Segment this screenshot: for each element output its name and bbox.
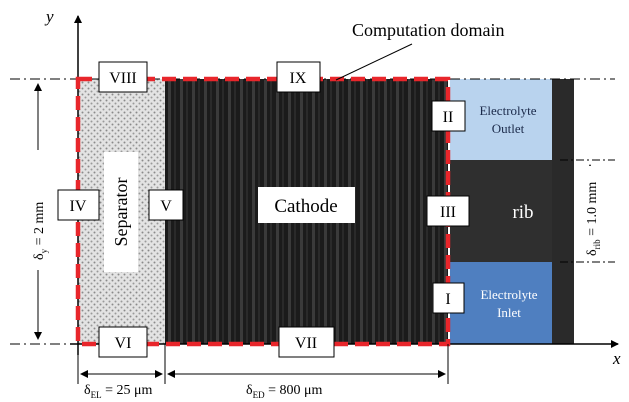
rib-dimension-value: = 1.0 mm xyxy=(585,182,600,240)
rib-label: rib xyxy=(512,202,533,223)
computation-domain-title: Computation domain xyxy=(352,20,505,40)
electrolyte-outlet-region xyxy=(450,79,552,160)
inlet-label-line2: Inlet xyxy=(497,305,521,320)
cathode-label: Cathode xyxy=(274,196,337,217)
svg-text:IV: IV xyxy=(70,198,87,215)
el-dimension-value: = 25 μm xyxy=(102,383,153,398)
boundary-label-V: V xyxy=(148,189,184,221)
svg-text:V: V xyxy=(160,198,172,215)
electrolyte-inlet-region xyxy=(450,262,552,344)
rib-dimension-label: δrib = 1.0 mm xyxy=(585,182,602,256)
rib-dimension-symbol: δ xyxy=(585,249,600,256)
height-dimension-value: = 2 mm xyxy=(32,202,47,249)
svg-text:VII: VII xyxy=(295,335,317,352)
svg-text:VIII: VIII xyxy=(109,70,137,87)
svg-text:IX: IX xyxy=(290,70,307,87)
separator-label-box xyxy=(104,152,138,272)
svg-text:VI: VI xyxy=(115,335,132,352)
ed-dimension-symbol: δ xyxy=(246,383,253,398)
ed-dimension-value: = 800 μm xyxy=(265,383,323,398)
boundary-label-VI: VI xyxy=(98,326,148,358)
outlet-label-line1: Electrolyte xyxy=(479,103,536,118)
el-dimension-label: δEL = 25 μm xyxy=(84,383,153,400)
boundary-label-II: II xyxy=(431,100,466,132)
boundary-label-IV: IV xyxy=(57,189,100,221)
outlet-label-line2: Outlet xyxy=(492,121,525,136)
svg-text:I: I xyxy=(445,291,450,308)
ed-dimension-label: δED = 800 μm xyxy=(246,383,323,400)
y-axis-label: y xyxy=(44,7,54,26)
height-dimension-label: δy = 2 mm xyxy=(32,202,49,260)
svg-text:II: II xyxy=(443,109,454,126)
height-dimension-sub: y xyxy=(39,248,49,253)
boundary-label-VIII: VIII xyxy=(98,61,148,93)
inlet-label-line1: Electrolyte xyxy=(480,287,537,302)
title-leader-line xyxy=(335,43,413,81)
x-axis-label: x xyxy=(612,349,621,368)
svg-text:III: III xyxy=(440,204,456,221)
boundary-label-IX: IX xyxy=(276,61,321,93)
boundary-label-I: I xyxy=(432,282,465,314)
height-dimension-symbol: δ xyxy=(32,253,47,260)
boundary-label-VII: VII xyxy=(278,326,335,358)
right-wall xyxy=(552,79,574,344)
ed-dimension-sub: ED xyxy=(253,390,265,400)
height-dimension-bg xyxy=(24,150,52,270)
el-dimension-symbol: δ xyxy=(84,383,91,398)
boundary-label-III: III xyxy=(426,195,470,227)
separator-label: Separator xyxy=(111,178,131,247)
rib-dimension-bg xyxy=(578,166,606,258)
rib-dimension-sub: rib xyxy=(592,239,602,249)
cathode-label-box xyxy=(258,187,355,223)
el-dimension-sub: EL xyxy=(91,390,102,400)
